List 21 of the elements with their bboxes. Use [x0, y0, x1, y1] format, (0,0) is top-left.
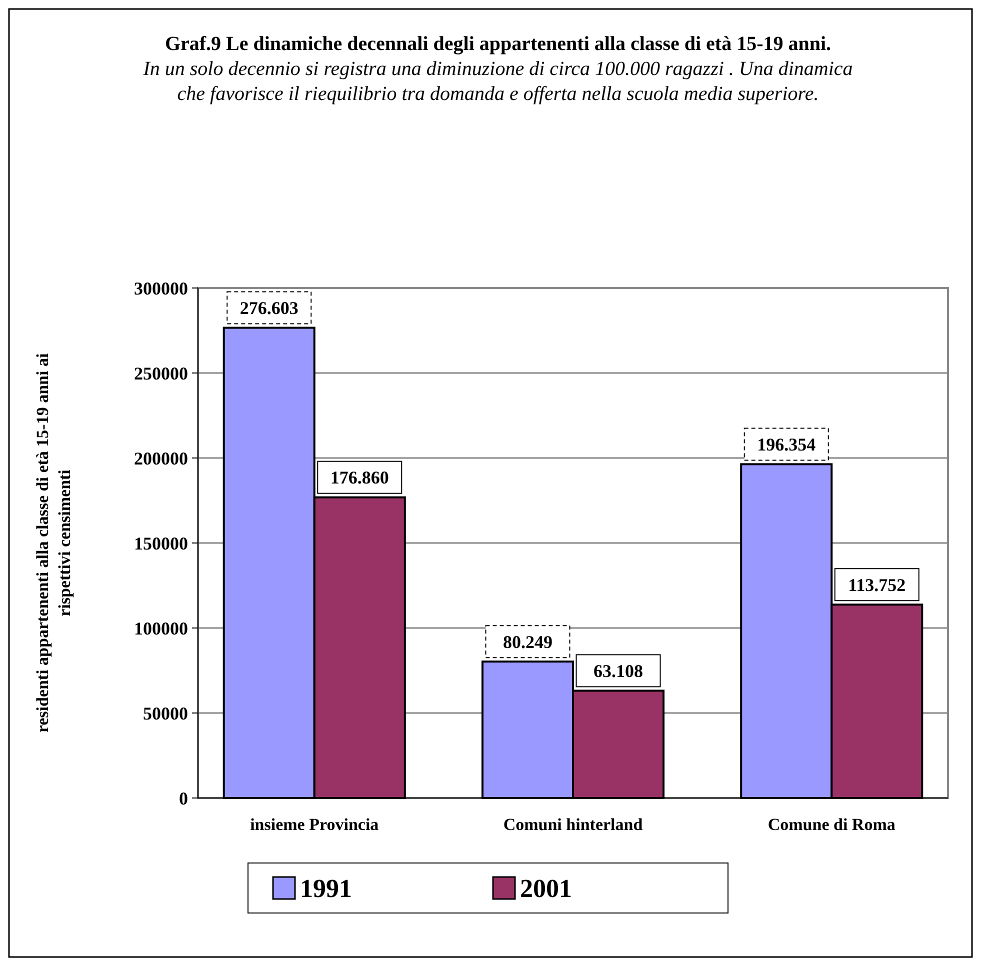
x-tick-label: insieme Provincia — [250, 815, 380, 834]
y-axis-title: residenti appartenenti alla classe di età 15-19 anni ai rispettivi censimenti — [33, 353, 74, 733]
chart-title: Graf.9 Le dinamiche decennali degli appartenenti alla classe di età 15-19 anni. — [164, 33, 832, 55]
y-tick-label: 50000 — [143, 703, 188, 724]
y-tick-label: 100000 — [134, 618, 188, 638]
y-tick-label: 200000 — [134, 448, 188, 468]
y-tick-label: 250000 — [134, 363, 188, 384]
y-tick-label: 0 — [179, 788, 188, 808]
y-tick-label: 150000 — [134, 533, 188, 554]
data-label: 196.354 — [757, 434, 816, 454]
data-label: 80.249 — [502, 632, 552, 652]
data-label: 113.752 — [848, 574, 906, 595]
chart-subtitle: In un solo decennio si registra una diminuzione di circa 100.000 ragazzi . Una dinamica che favorisce il riequilibrio tra domanda e offerta nella scuola media superiore. — [142, 58, 853, 105]
data-label: 63.108 — [594, 661, 644, 682]
x-tick-label: Comuni hinterland — [503, 815, 644, 834]
legend-label: 2001 — [520, 874, 572, 904]
x-tick-label: Comune di Roma — [768, 815, 896, 834]
legend-label: 1991 — [300, 874, 352, 904]
data-label: 176.860 — [330, 468, 389, 488]
data-label: 276.603 — [240, 298, 298, 318]
y-tick-label: 300000 — [134, 278, 188, 298]
